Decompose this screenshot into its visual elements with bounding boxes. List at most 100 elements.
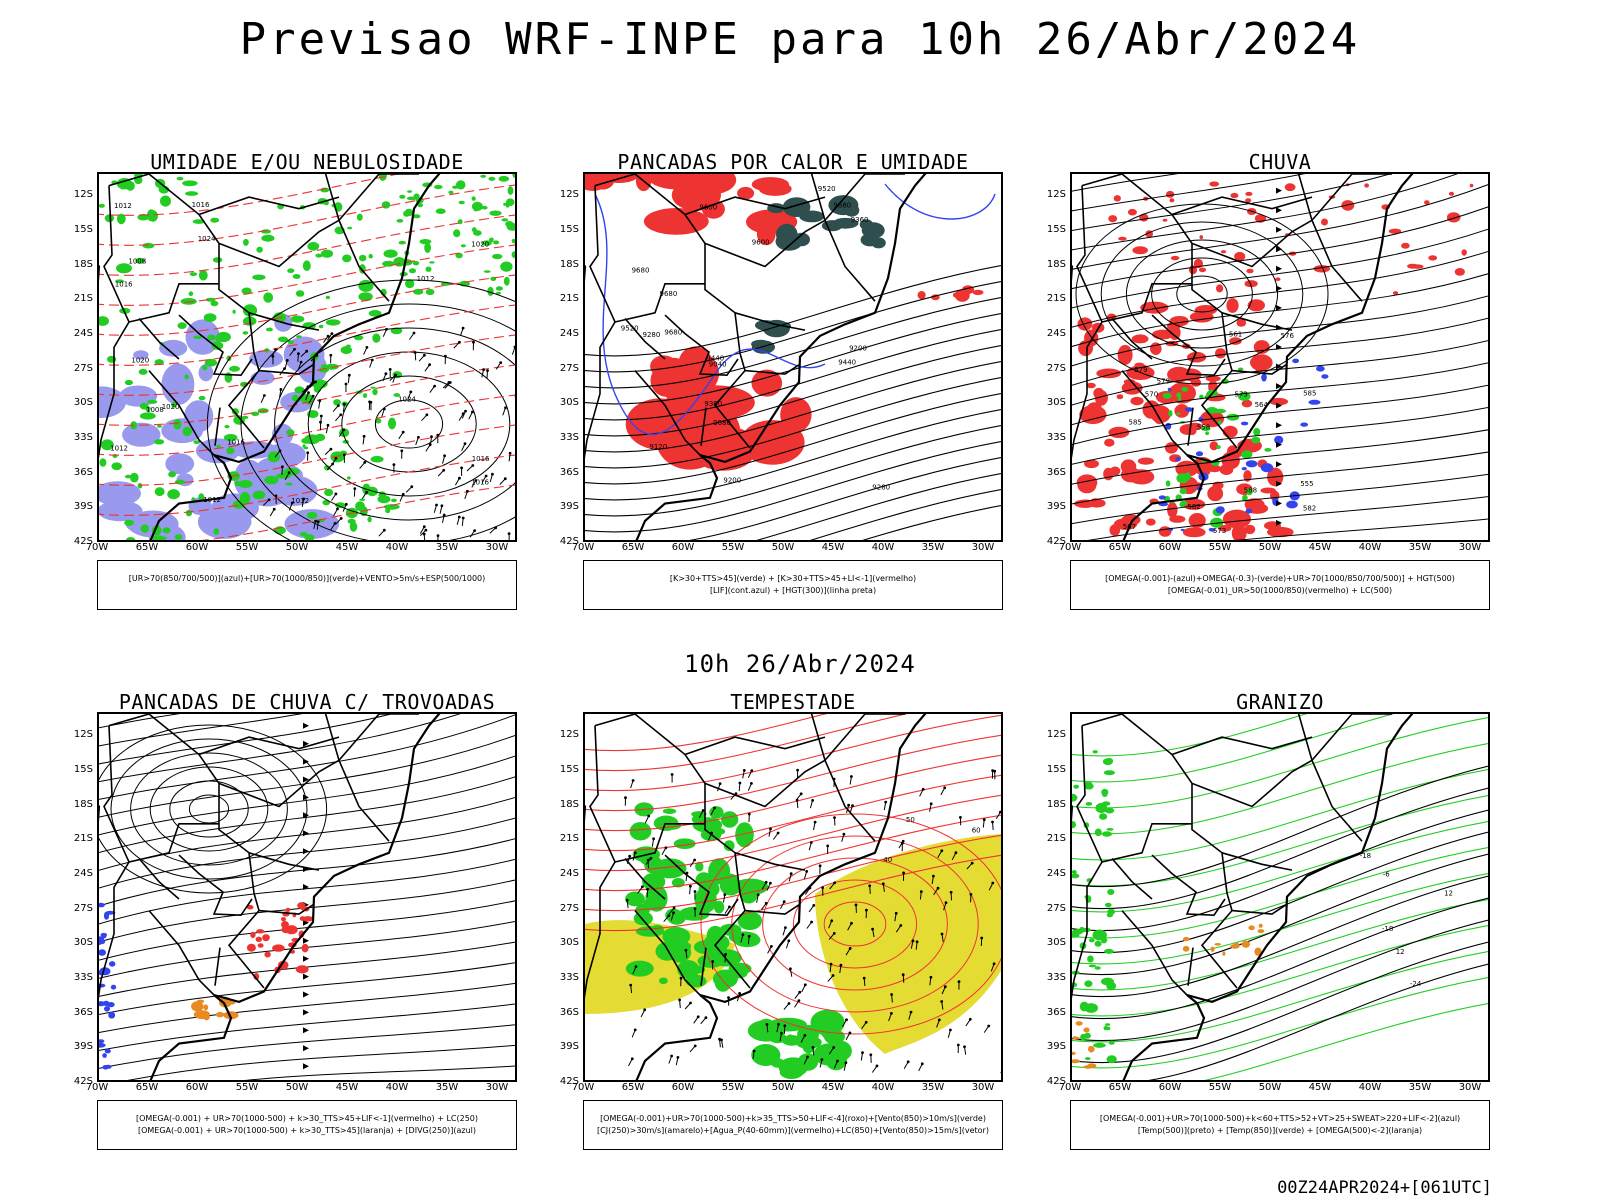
lon-tick-label: 70W [1058, 1082, 1082, 1093]
contour-label: 9680 [833, 201, 851, 209]
legend-line: [OMEGA(-0.001) + UR>70(1000-500) + k>30_… [137, 1126, 477, 1135]
wind-arrow-head [667, 914, 671, 917]
lon-tick-label: 40W [1358, 1082, 1382, 1093]
wind-arrow-head [869, 1053, 873, 1057]
country-border [1171, 196, 1313, 216]
streamline-arrow [1276, 207, 1282, 214]
country-border [734, 852, 806, 871]
lon-tick-label: 40W [385, 542, 409, 553]
wind-arrow-head [503, 477, 507, 481]
lat-tick-label: 30S [559, 937, 579, 949]
wind-arrow-head [693, 1044, 697, 1048]
isoline [585, 714, 908, 772]
panel-title: GRANIZO [1236, 690, 1324, 714]
wind-arrow-head [293, 347, 296, 351]
wind-arrow-head [812, 904, 816, 907]
isoline [99, 304, 515, 366]
wind-arrow-head [787, 1002, 791, 1005]
country-border [744, 364, 800, 375]
streamline [1234, 518, 1488, 540]
lat-tick-label: 33S [559, 971, 579, 983]
wind-arrow-head [932, 874, 935, 878]
country-border [624, 317, 666, 360]
wind-arrow-head [711, 960, 715, 963]
wind-arrow-head [750, 782, 753, 785]
wind-arrow-head [314, 519, 317, 523]
wind-arrow-head [813, 820, 817, 824]
wind-arrow [1000, 1071, 1001, 1074]
wind-arrow-head [959, 816, 962, 819]
panel-title: PANCADAS POR CALOR E UMIDADE [617, 150, 969, 174]
wind-arrow-head [633, 851, 637, 855]
country-border [1231, 904, 1287, 915]
wind-arrow-head [769, 827, 772, 831]
wind-arrow-head [679, 976, 683, 980]
lat-tick-label: 42S [1046, 536, 1066, 547]
streamline [1087, 496, 1488, 540]
wind-arrow-head [805, 870, 809, 873]
lat-tick-label: 21S [1046, 293, 1066, 305]
streamline-arrow [303, 1063, 309, 1070]
wind-arrow-head [689, 884, 692, 888]
wind-arrow-head [672, 911, 675, 915]
map-canvas: 9680 9680 9680 9680 9680 9600 9600 9520 9520 9440… [585, 174, 1001, 540]
country-border [704, 174, 905, 268]
legend-box: [OMEGA(-0.001)+UR>70(1000-500)+k<60+TTS>… [1070, 1100, 1490, 1150]
streamline [1072, 250, 1488, 328]
wind-arrow-head [504, 406, 507, 410]
wind-arrow-head [305, 349, 309, 353]
wind-arrow-head [789, 967, 792, 971]
wind-arrow-head [803, 983, 807, 987]
map-canvas: 1012 1012 1012 1016 1016 1016 1012 1008 1016 1020… [99, 174, 515, 540]
contour-label: 564 [1255, 401, 1269, 409]
streamline [99, 1003, 515, 1051]
wind-arrow-head [919, 890, 923, 893]
wind-arrow-head [326, 423, 330, 427]
wind-arrow-head [306, 451, 310, 455]
contour-ring [149, 766, 269, 852]
contour-label: 579 [1134, 366, 1147, 374]
streamline [1072, 340, 1488, 406]
contour-label: -18 [1382, 925, 1393, 933]
wind-arrow-head [430, 435, 433, 439]
contour-label: 1016 [192, 201, 210, 209]
map-frame: 12 12 -6 -18 -18 -24 [1070, 712, 1490, 1082]
country-border [1221, 312, 1293, 331]
isoline [1147, 963, 1488, 1080]
wind-arrow-head [392, 463, 396, 466]
isoline [585, 265, 1001, 357]
wind-arrow-head [765, 1023, 769, 1026]
lat-tick-label: 42S [559, 536, 579, 547]
contour-label: 50 [906, 816, 915, 824]
wind-arrow-head [471, 464, 475, 467]
wind-arrow-head [329, 447, 333, 451]
lon-tick-label: 60W [185, 1082, 209, 1093]
wind-arrow-head [944, 901, 948, 904]
isoline [99, 454, 515, 516]
wind-arrow-head [826, 844, 830, 848]
contour-ring [206, 279, 515, 540]
isoline [1072, 809, 1488, 932]
country-border [214, 407, 221, 446]
lat-tick-label: 12S [1046, 729, 1066, 741]
wind-arrow-head [334, 457, 338, 460]
streamline [99, 714, 303, 747]
wind-arrow-head [311, 394, 315, 398]
isoline [809, 489, 1001, 540]
country-border [704, 714, 905, 808]
instability-green [767, 195, 886, 251]
contour-label: 1024 [198, 235, 216, 243]
wind-arrow-head [646, 887, 649, 891]
wind-arrow-head [750, 769, 754, 772]
contour-label: 1012 [114, 202, 132, 210]
streamline-arrow [303, 973, 309, 980]
contour-label: 9680 [713, 419, 731, 427]
lat-tick-label: 39S [1046, 501, 1066, 513]
wind-arrow-head [670, 773, 674, 776]
lat-tick-label: 21S [73, 833, 93, 845]
streamline-arrow [303, 937, 309, 944]
wind-arrow-head [782, 900, 786, 904]
wind-arrow-head [865, 908, 868, 912]
wind-arrow-head [447, 381, 451, 384]
wind-arrow-head [871, 927, 874, 931]
